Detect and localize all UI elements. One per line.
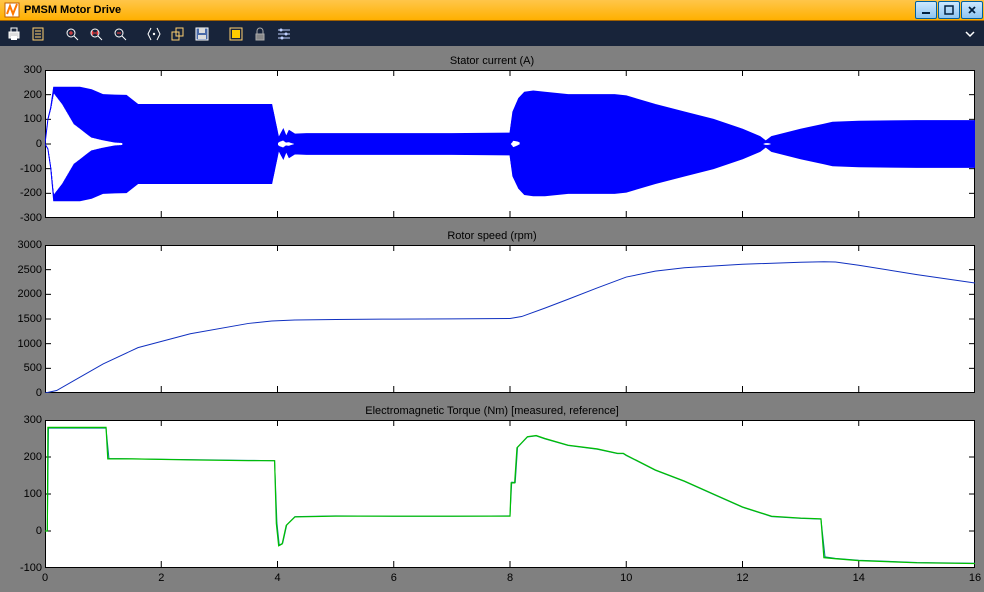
plot-title-torque: Electromagnetic Torque (Nm) [measured, r… <box>0 405 984 417</box>
x-axis-labels: 0246810121416 <box>45 572 975 586</box>
zoom-xy-icon[interactable] <box>86 24 106 44</box>
minimize-button[interactable] <box>915 1 937 19</box>
app-icon <box>4 2 20 18</box>
plot-stator[interactable] <box>45 70 975 218</box>
y-axis-labels-rotor: 050010001500200025003000 <box>8 245 42 393</box>
plot-title-rotor: Rotor speed (rpm) <box>0 230 984 242</box>
restore-icon[interactable] <box>168 24 188 44</box>
zoom-in-icon[interactable] <box>62 24 82 44</box>
save-icon[interactable] <box>192 24 212 44</box>
dropdown-icon[interactable] <box>960 24 980 44</box>
plot-title-stator: Stator current (A) <box>0 55 984 67</box>
settings-icon[interactable] <box>274 24 294 44</box>
y-axis-labels-torque: -1000100200300 <box>8 420 42 568</box>
y-axis-labels-stator: -300-200-1000100200300 <box>8 70 42 218</box>
zoom-out-icon[interactable] <box>110 24 130 44</box>
find-icon[interactable] <box>144 24 164 44</box>
title-bar: PMSM Motor Drive <box>0 0 984 21</box>
plot-torque[interactable] <box>45 420 975 568</box>
close-button[interactable] <box>961 1 983 19</box>
toolbar <box>0 21 984 47</box>
print-icon[interactable] <box>4 24 24 44</box>
scope-stage: Stator current (A) -300-200-1000100200300… <box>0 46 984 592</box>
highlight-icon[interactable] <box>226 24 246 44</box>
params-icon[interactable] <box>28 24 48 44</box>
lock-icon[interactable] <box>250 24 270 44</box>
window-buttons <box>915 0 984 20</box>
window-title: PMSM Motor Drive <box>24 4 915 16</box>
maximize-button[interactable] <box>938 1 960 19</box>
plot-rotor[interactable] <box>45 245 975 393</box>
